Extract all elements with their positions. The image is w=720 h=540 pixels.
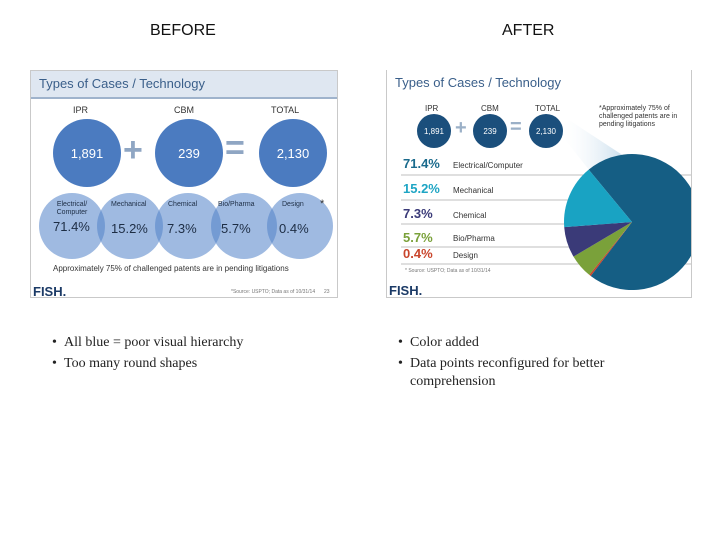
after-cbm-circle: 239 [473, 114, 507, 148]
pie-slice-design [589, 222, 632, 276]
venn-label-bio: Bio/Pharma [218, 201, 255, 208]
equals-icon: = [225, 129, 245, 167]
row-name-electrical: Electrical/Computer [453, 161, 523, 170]
pie-slice-bio-pharma [573, 222, 632, 275]
after-bullet-item: Color added [398, 334, 690, 352]
row-pct-electrical: 71.4% [403, 156, 440, 171]
after-fish-logo: FISH. [389, 283, 423, 298]
after-slide: Types of Cases / Technology IPR CBM TOTA… [386, 70, 692, 298]
after-ipr-value: 1,891 [423, 126, 445, 136]
before-cbm-circle: 239 [155, 119, 223, 187]
venn-value-mechanical: 15.2% [111, 221, 148, 236]
venn-circle-mechanical [97, 193, 163, 259]
before-bullets: All blue = poor visual hierarchy Too man… [50, 334, 364, 376]
after-source: * Source: USPTO; Data as of 10/31/14 [405, 268, 491, 274]
venn-circle-bio [211, 193, 277, 259]
before-total-value: 2,130 [276, 145, 310, 161]
equals-icon: = [510, 116, 522, 138]
after-bullets: Color added Data points reconfigured for… [396, 334, 690, 394]
after-ipr-circle: 1,891 [417, 114, 451, 148]
plus-icon: + [123, 131, 143, 169]
row-name-bio: Bio/Pharma [453, 234, 495, 243]
row-name-chemical: Chemical [453, 211, 487, 220]
after-bullet-item: Data points reconfigured for better comp… [398, 355, 690, 391]
before-footer-line [71, 297, 331, 298]
after-cbm-value: 239 [483, 126, 497, 136]
row-pct-chemical: 7.3% [403, 206, 433, 221]
after-graphics [401, 120, 691, 290]
before-total-label: TOTAL [271, 105, 300, 115]
after-total-label: TOTAL [535, 104, 561, 113]
after-ipr-label: IPR [425, 104, 439, 113]
before-bullet-item: Too many round shapes [52, 355, 364, 373]
before-slide-header: Types of Cases / Technology [31, 71, 337, 99]
before-page-number: 23 [324, 289, 330, 295]
row-name-design: Design [453, 251, 478, 260]
after-cbm-label: CBM [481, 104, 499, 113]
before-ipr-value: 1,891 [70, 145, 104, 161]
after-total-circle: 2,130 [529, 114, 563, 148]
pie-slice-chemical [564, 222, 632, 257]
before-cbm-label: CBM [174, 105, 194, 115]
before-ipr-circle: 1,891 [53, 119, 121, 187]
after-slide-title: Types of Cases / Technology [395, 75, 561, 90]
before-heading: BEFORE [150, 22, 216, 39]
venn-circle-chemical [155, 193, 221, 259]
before-slide-title: Types of Cases / Technology [39, 76, 205, 91]
after-note: *Approximately 75% of challenged patents… [599, 105, 678, 128]
after-slide-header: Types of Cases / Technology [387, 70, 691, 96]
venn-value-bio: 5.7% [221, 221, 251, 236]
pie-slice-electrical-computer [588, 154, 691, 290]
before-cbm-value: 239 [178, 145, 200, 161]
venn-label-design: Design [282, 201, 304, 208]
before-source: *Source: USPTO; Data as of 10/31/14 [231, 289, 316, 295]
before-asterisk: * [320, 198, 325, 210]
venn-label-mechanical: Mechanical [111, 201, 147, 208]
venn-circle-electrical [39, 193, 105, 259]
plus-icon: + [455, 117, 467, 139]
row-pct-design: 0.4% [403, 246, 433, 261]
venn-value-design: 0.4% [279, 221, 309, 236]
venn-circle-design [267, 193, 333, 259]
pie-chart [564, 154, 691, 290]
before-bullet-item: All blue = poor visual hierarchy [52, 334, 364, 352]
venn-value-electrical: 71.4% [53, 219, 90, 234]
before-ipr-label: IPR [73, 105, 89, 115]
venn-value-chemical: 7.3% [167, 221, 197, 236]
before-total-circle: 2,130 [259, 119, 327, 187]
after-total-value: 2,130 [535, 126, 557, 136]
before-footnote: Approximately 75% of challenged patents … [53, 264, 289, 273]
before-fish-logo: FISH. [33, 284, 67, 298]
after-heading: AFTER [502, 22, 555, 39]
row-pct-bio: 5.7% [403, 230, 433, 245]
venn-label-chemical: Chemical [168, 201, 198, 208]
before-slide: Types of Cases / Technology IPR CBM TOTA… [30, 70, 338, 298]
venn-label-electrical: Electrical/ Computer [56, 201, 88, 216]
pie-slice-mechanical [564, 169, 632, 228]
row-name-mechanical: Mechanical [453, 186, 494, 195]
row-pct-mechanical: 15.2% [403, 181, 440, 196]
